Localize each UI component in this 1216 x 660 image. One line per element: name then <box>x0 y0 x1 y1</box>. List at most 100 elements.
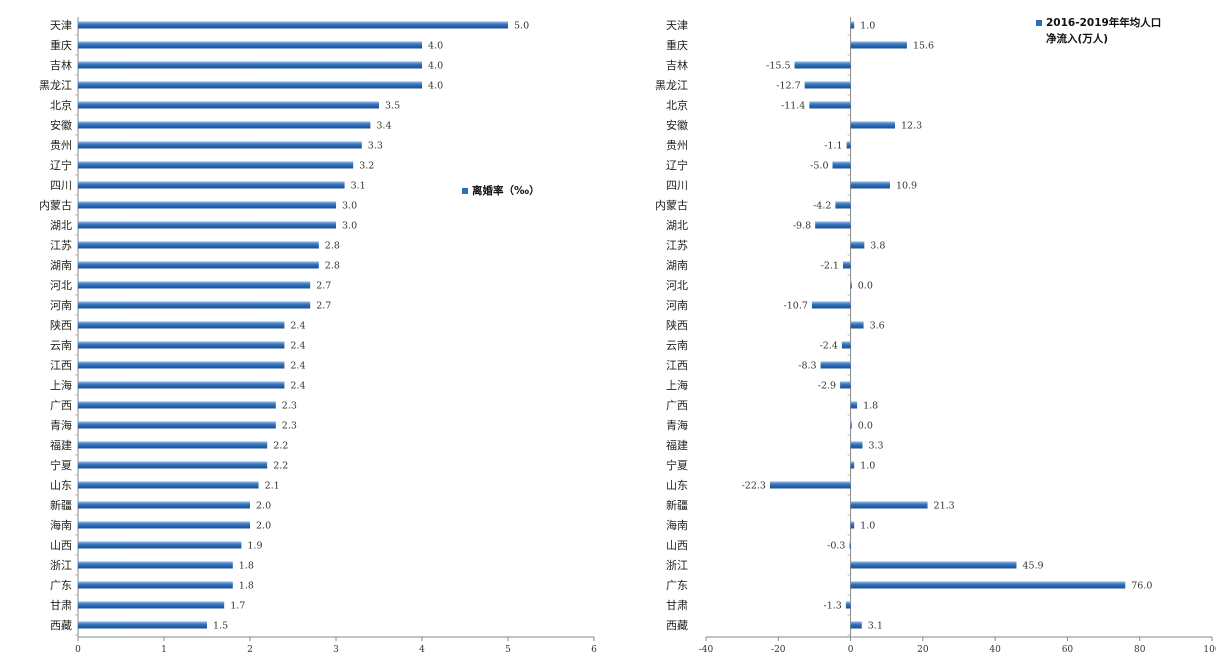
bar <box>850 181 890 189</box>
divorce-rate-chart: 0 1 2 3 4 5 6 天津 5.0 重庆 4.0 吉林 4.0 黑龙江 4.0 北京 3.5 安徽 3.4 贵州… <box>39 17 597 655</box>
data-label: 12.3 <box>901 121 922 132</box>
category-label: 山东 <box>50 479 72 492</box>
category-label: 吉林 <box>666 58 688 72</box>
data-label: 4.0 <box>428 61 443 72</box>
legend-label: 离婚率（‰） <box>472 184 540 197</box>
category-label: 江苏 <box>50 239 72 252</box>
category-label: 新疆 <box>666 498 688 512</box>
data-label: -4.2 <box>813 201 831 212</box>
bar <box>78 201 336 209</box>
data-label: 2.1 <box>265 481 280 492</box>
data-label: 2.4 <box>290 321 305 332</box>
bar <box>846 141 851 149</box>
category-label: 四川 <box>666 179 688 192</box>
category-label: 湖南 <box>666 259 688 272</box>
bar <box>850 281 852 289</box>
data-label: 2.0 <box>256 501 271 512</box>
bar <box>835 201 851 209</box>
data-label: 2.4 <box>290 381 305 392</box>
x-tick-label: 80 <box>1134 645 1146 655</box>
legend-label: 净流入(万人) <box>1046 32 1108 45</box>
bar <box>78 161 354 169</box>
x-tick-label: 100 <box>1203 645 1216 655</box>
data-label: -22.3 <box>742 481 766 492</box>
bar <box>78 81 422 89</box>
bar <box>815 221 851 229</box>
bar <box>769 481 851 489</box>
bar <box>811 301 851 309</box>
data-label: 21.3 <box>934 501 955 512</box>
bar <box>78 41 422 49</box>
data-label: 2.3 <box>282 421 297 432</box>
bar <box>850 501 928 509</box>
category-label: 河南 <box>50 299 72 312</box>
category-label: 四川 <box>50 179 72 192</box>
data-label: 1.9 <box>247 541 262 552</box>
x-tick-label: -20 <box>771 645 786 655</box>
data-label: 4.0 <box>428 81 443 92</box>
x-tick-label: -40 <box>699 645 714 655</box>
bar <box>842 261 851 269</box>
category-label: 浙江 <box>50 559 72 572</box>
data-label: 1.0 <box>860 521 875 532</box>
category-label: 内蒙古 <box>39 198 72 212</box>
bar <box>850 461 855 469</box>
data-label: -2.9 <box>818 381 836 392</box>
bar <box>850 421 852 429</box>
category-label: 河南 <box>666 299 688 312</box>
bar <box>850 581 1126 589</box>
category-label: 上海 <box>666 378 688 392</box>
bar <box>78 381 285 389</box>
data-label: -12.7 <box>776 81 800 92</box>
category-label: 广东 <box>666 579 688 592</box>
data-label: -5.0 <box>810 161 828 172</box>
category-label: 河北 <box>666 279 688 292</box>
bar <box>78 281 311 289</box>
bar <box>78 501 250 509</box>
data-label: -9.8 <box>793 221 811 232</box>
bar <box>849 541 851 549</box>
x-tick-label: 20 <box>917 645 929 655</box>
category-label: 安徽 <box>666 118 688 132</box>
data-label: 3.0 <box>342 221 357 232</box>
bar <box>841 341 851 349</box>
bar <box>820 361 851 369</box>
bar <box>845 601 851 609</box>
data-label: 1.8 <box>863 401 878 412</box>
bar <box>78 121 371 129</box>
bar <box>78 541 242 549</box>
data-label: 3.5 <box>385 101 400 112</box>
category-label: 上海 <box>50 378 72 392</box>
bar <box>78 101 379 109</box>
category-label: 广西 <box>666 399 688 412</box>
legend: 离婚率（‰） <box>462 184 540 197</box>
data-label: -15.5 <box>766 61 790 72</box>
bar <box>850 121 896 129</box>
category-label: 广东 <box>50 579 72 592</box>
category-label: 北京 <box>666 98 688 112</box>
x-tick-label: 5 <box>505 645 511 655</box>
bar <box>850 21 855 29</box>
x-tick-label: 0 <box>848 645 854 655</box>
category-label: 江苏 <box>666 239 688 252</box>
category-label: 广西 <box>50 399 72 412</box>
data-label: 0.0 <box>858 421 873 432</box>
data-label: 5.0 <box>514 21 529 32</box>
bar <box>78 521 250 529</box>
bar <box>850 41 907 49</box>
category-label: 宁夏 <box>666 458 688 472</box>
category-label: 云南 <box>50 339 72 352</box>
x-tick-label: 40 <box>989 645 1001 655</box>
category-label: 甘肃 <box>50 599 72 612</box>
category-label: 重庆 <box>50 38 72 52</box>
data-label: 2.2 <box>273 441 288 452</box>
data-label: -2.4 <box>820 341 838 352</box>
data-label: -10.7 <box>784 301 808 312</box>
data-label: -11.4 <box>781 101 805 112</box>
category-label: 福建 <box>666 438 688 452</box>
bar <box>78 301 311 309</box>
category-label: 山东 <box>666 479 688 492</box>
bar <box>794 61 851 69</box>
